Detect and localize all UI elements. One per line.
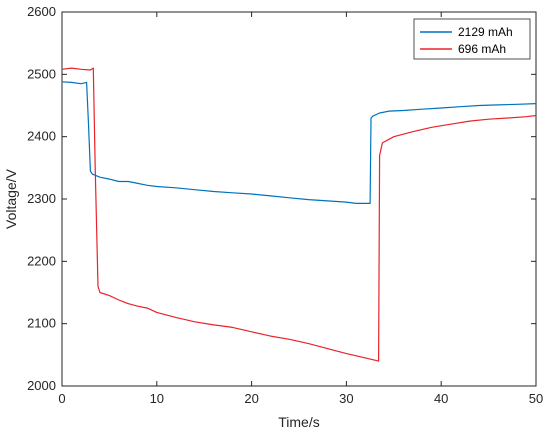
legend-label-2129mah: 2129 mAh xyxy=(458,25,513,39)
y-tick-label: 2300 xyxy=(27,191,56,206)
legend-box xyxy=(413,18,531,60)
y-tick-label: 2600 xyxy=(27,4,56,19)
x-tick-label: 40 xyxy=(434,391,448,406)
x-tick-label: 30 xyxy=(339,391,353,406)
y-tick-label: 2200 xyxy=(27,253,56,268)
y-tick-label: 2100 xyxy=(27,316,56,331)
axis-ticks: 0 10 20 30 40 50 2000 2100 2200 2300 2400 2500 2600 xyxy=(27,4,543,406)
legend-label-696mah: 696 mAh xyxy=(458,42,506,56)
y-axis-label: Voltage/V xyxy=(3,168,19,229)
series-layer xyxy=(61,67,537,362)
series-line-696mah xyxy=(61,67,537,362)
x-tick-label: 0 xyxy=(58,391,65,406)
x-tick-label: 10 xyxy=(150,391,164,406)
x-axis-label: Time/s xyxy=(278,414,319,430)
y-tick-label: 2400 xyxy=(27,129,56,144)
y-tick-label: 2500 xyxy=(27,66,56,81)
y-tick-label: 2000 xyxy=(27,378,56,393)
x-tick-label: 50 xyxy=(529,391,543,406)
legend: 2129 mAh 696 mAh xyxy=(413,18,531,60)
x-tick-label: 20 xyxy=(244,391,258,406)
